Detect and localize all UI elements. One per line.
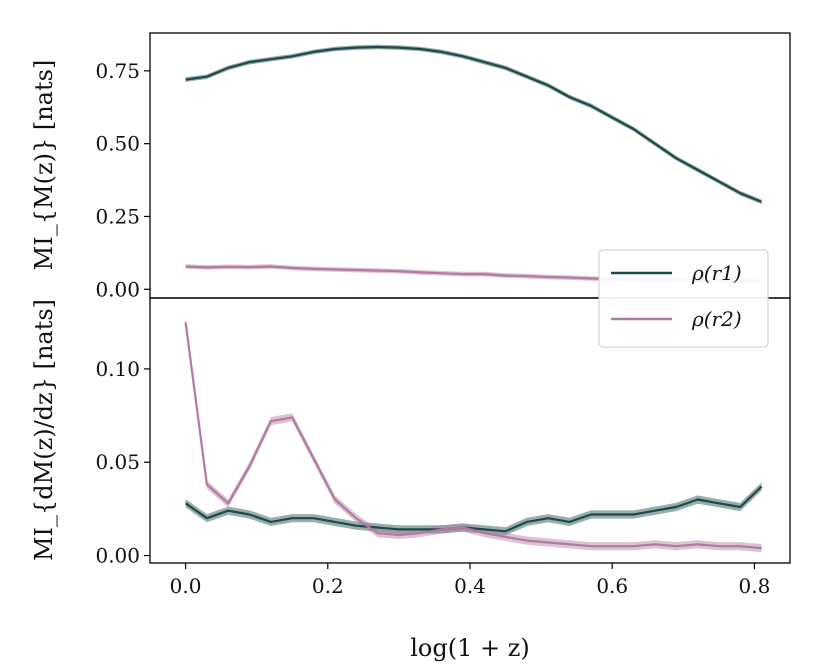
x-tick-label: 0.0 bbox=[170, 574, 202, 598]
legend-box bbox=[598, 249, 769, 348]
x-tick-label: 0.2 bbox=[312, 574, 344, 598]
legend-label-series-1: ρ(r1) bbox=[691, 261, 742, 285]
x-tick-label: 0.8 bbox=[739, 574, 771, 598]
bottom-band-series-1 bbox=[185, 482, 762, 536]
bottom-y-tick-label: 0.05 bbox=[95, 450, 140, 474]
top-y-tick-label: 0.25 bbox=[95, 204, 140, 228]
top-band-series-1 bbox=[185, 44, 762, 205]
bottom-panel: 0.00 0.05 0.10 0.0 0.2 0.4 0.6 0.8 bbox=[95, 318, 770, 598]
bottom-y-axis-label: MI_{dM(z)/dz} [nats] bbox=[30, 299, 58, 561]
top-y-axis-label: MI_{M(z)} [nats] bbox=[30, 60, 58, 271]
bottom-line-series-2 bbox=[184, 322, 762, 550]
legend-label-series-2: ρ(r2) bbox=[691, 307, 742, 331]
x-tick-label: 0.6 bbox=[596, 574, 628, 598]
bottom-line-series-1 bbox=[184, 485, 763, 533]
top-y-tick-label: 0.00 bbox=[95, 277, 140, 301]
x-axis-label: log(1 + z) bbox=[410, 634, 530, 662]
legend: ρ(r1) ρ(r2) bbox=[598, 249, 769, 348]
x-tick-label: 0.4 bbox=[454, 574, 486, 598]
bottom-band-series-2 bbox=[185, 318, 762, 553]
top-y-tick-label: 0.75 bbox=[95, 59, 140, 83]
bottom-y-tick-label: 0.00 bbox=[95, 544, 140, 568]
bottom-panel-frame bbox=[149, 297, 791, 564]
top-y-tick-label: 0.50 bbox=[95, 132, 140, 156]
bottom-y-tick-label: 0.10 bbox=[95, 357, 140, 381]
top-line-series-1 bbox=[185, 45, 763, 203]
